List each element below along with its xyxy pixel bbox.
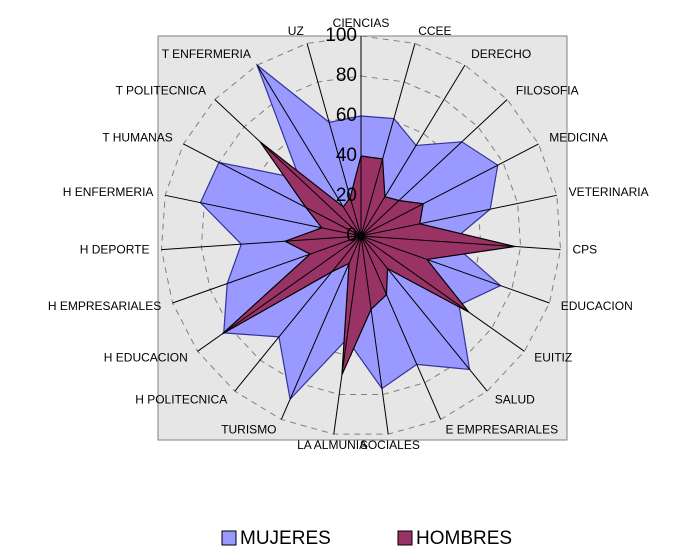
category-label: H DEPORTE <box>80 243 150 257</box>
spoke <box>360 235 550 304</box>
tick-label: 80 <box>336 65 357 86</box>
spoke <box>360 99 508 237</box>
category-label: T HUMANAS <box>102 131 172 145</box>
category-label: T ENFERMERIA <box>162 47 251 61</box>
tick-label: 40 <box>336 145 357 166</box>
category-label: CPS <box>573 243 598 257</box>
spoke <box>360 235 525 352</box>
spoke <box>333 235 362 435</box>
tick-label: 20 <box>336 185 357 206</box>
spoke <box>183 143 362 237</box>
category-label: H POLITECNICA <box>135 393 227 407</box>
category-label: SALUD <box>495 393 535 407</box>
category-label: H EDUCACION <box>104 350 188 364</box>
category-label: EUITIZ <box>534 350 572 364</box>
legend-swatch <box>397 530 413 546</box>
category-label: SOCIALES <box>360 438 420 452</box>
spoke <box>360 64 466 237</box>
category-label: T POLITECNICA <box>116 83 206 97</box>
spoke <box>256 64 362 237</box>
category-label: H ENFERMERIA <box>63 185 154 199</box>
tick-label: 0 <box>346 225 357 246</box>
legend-label: MUJERES <box>240 528 331 549</box>
spoke <box>197 235 362 352</box>
spoke <box>360 143 539 237</box>
spoke <box>360 194 557 237</box>
spoke <box>360 235 488 392</box>
category-label: DERECHO <box>471 47 531 61</box>
grid-ring <box>200 75 522 396</box>
spoke <box>360 235 561 251</box>
category-label: LA ALMUNIA <box>297 438 367 452</box>
spoke <box>360 235 389 435</box>
spoke <box>360 235 442 420</box>
spoke <box>306 43 362 237</box>
category-label: EDUCACION <box>561 299 633 313</box>
category-label: E EMPRESARIALES <box>445 423 558 437</box>
spoke <box>234 235 362 392</box>
category-label: CCEE <box>418 24 451 38</box>
spoke <box>360 43 416 237</box>
category-label: CIENCIAS <box>333 16 390 30</box>
category-label: TURISMO <box>221 423 276 437</box>
spoke <box>280 235 362 420</box>
spoke <box>165 194 362 237</box>
legend-label: HOMBRES <box>416 528 512 549</box>
spoke <box>172 235 362 304</box>
category-label: H EMPRESARIALES <box>48 299 161 313</box>
series-area <box>221 141 515 375</box>
spoke <box>214 99 362 237</box>
category-label: VETERINARIA <box>569 185 649 199</box>
category-label: MEDICINA <box>549 131 608 145</box>
tick-label: 60 <box>336 105 357 126</box>
legend-swatch <box>221 530 237 546</box>
category-label: FILOSOFIA <box>516 83 579 97</box>
spoke <box>161 235 362 251</box>
tick-label: 100 <box>325 25 357 46</box>
category-label: UZ <box>288 24 304 38</box>
